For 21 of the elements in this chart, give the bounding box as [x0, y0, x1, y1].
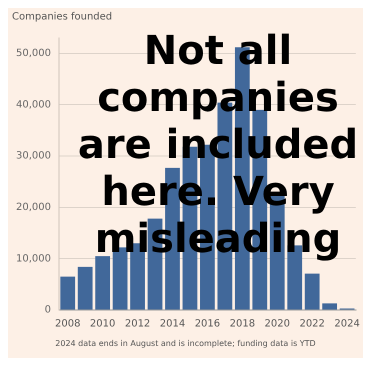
y-tick-label: 40,000	[16, 99, 51, 110]
text: 2024 data ends in August and is incomplete; funding data is YTD	[54, 339, 317, 348]
y-axis-title: Companies founded	[12, 12, 112, 23]
x-tick-label: 2020	[264, 318, 290, 330]
bar	[304, 274, 320, 310]
y-tick-label: 50,000	[16, 48, 51, 59]
x-tick-label: 2022	[299, 318, 325, 330]
x-tick-label: 2014	[160, 318, 186, 330]
y-tick-label: 20,000	[16, 202, 51, 213]
x-tick-label: 2012	[124, 318, 150, 330]
bar	[322, 303, 338, 310]
y-tick-label: 0	[44, 304, 51, 316]
y-tick-label: 30,000	[16, 150, 51, 162]
bar	[78, 266, 93, 310]
bar	[60, 276, 76, 310]
x-tick-label: 2016	[194, 318, 220, 330]
x-tick-label: 2024	[334, 318, 360, 330]
y-tick-label: 10,000	[16, 253, 51, 264]
x-tick-label: 2008	[54, 318, 80, 330]
x-tick-label: 2010	[90, 318, 116, 330]
x-tick-label: 2018	[230, 318, 256, 330]
